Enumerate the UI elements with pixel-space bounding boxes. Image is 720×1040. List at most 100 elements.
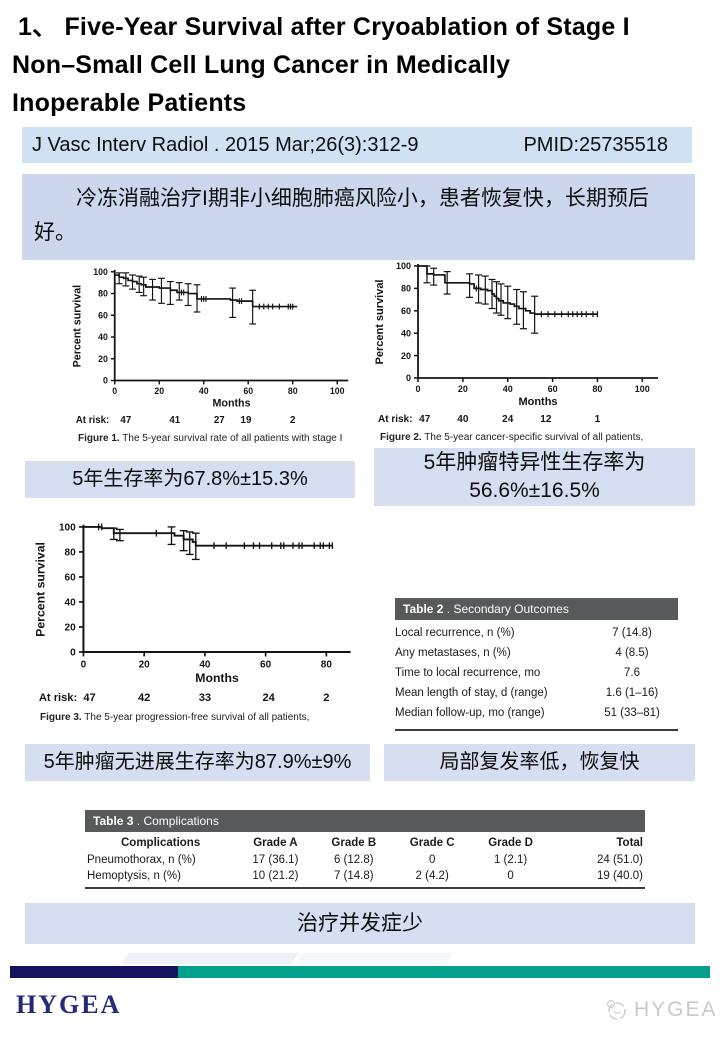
table-3-header-band: Table 3 . Complications bbox=[85, 810, 645, 832]
svg-text:60: 60 bbox=[98, 310, 108, 320]
table-2-row-label: Time to local recurrence, mo bbox=[395, 667, 541, 679]
svg-text:0: 0 bbox=[103, 376, 108, 386]
svg-text:100: 100 bbox=[93, 267, 108, 277]
callout-overall-survival: 5年生存率为67.8%±15.3% bbox=[25, 461, 355, 498]
callout-overall-survival-text: 5年生存率为67.8%±15.3% bbox=[72, 468, 308, 490]
svg-text:100: 100 bbox=[330, 386, 345, 396]
callout-few-complications-text: 治疗并发症少 bbox=[297, 912, 423, 935]
table-2-body: Local recurrence, n (%) 7 (14.8) Any met… bbox=[395, 620, 678, 731]
figure-1-caption-label: Figure 1. bbox=[78, 433, 120, 444]
svg-text:100: 100 bbox=[635, 384, 650, 394]
figure-3-caption-label: Figure 3. bbox=[40, 712, 82, 723]
hygea-brand-text: HYGEA bbox=[16, 990, 122, 1019]
figure-1-km-chart: 0 20 40 60 80 100 0 20 40 60 80 100 Months Percent su… bbox=[72, 267, 349, 426]
svg-text:27: 27 bbox=[214, 415, 225, 426]
figure-3-caption: Figure 3. The 5-year progression-free su… bbox=[30, 712, 364, 723]
svg-text:42: 42 bbox=[138, 692, 150, 704]
table-3-label: Table 3 bbox=[93, 814, 134, 828]
svg-text:80: 80 bbox=[288, 386, 298, 396]
slide-title-line2: Non–Small Cell Lung Cancer in Medically bbox=[12, 51, 511, 79]
svg-text:47: 47 bbox=[83, 692, 95, 704]
table-2-row-label: Median follow-up, mo (range) bbox=[395, 707, 545, 719]
svg-text:40: 40 bbox=[401, 328, 411, 338]
table-3-header-row: Complications Grade A Grade B Grade C Gr… bbox=[85, 834, 645, 852]
summary-text: 冷冻消融治疗I期非小细胞肺癌风险小，患者恢复快，长期预后好。 bbox=[34, 187, 649, 244]
svg-text:12: 12 bbox=[540, 414, 552, 425]
svg-text:80: 80 bbox=[65, 547, 77, 558]
figure-3: 0 20 40 60 80 100 0 20 40 60 80 Months Percent survi… bbox=[30, 518, 364, 723]
svg-text:0: 0 bbox=[112, 386, 117, 396]
svg-text:Months: Months bbox=[212, 398, 250, 410]
svg-text:At risk:: At risk: bbox=[39, 692, 77, 704]
footer-decor-streak bbox=[121, 953, 299, 964]
footer-decor-streak bbox=[296, 953, 454, 964]
callout-cancer-specific-line2: 56.6%±16.5% bbox=[469, 479, 600, 502]
table-complications: Table 3 . Complications Complications Gr… bbox=[85, 810, 645, 889]
svg-text:0: 0 bbox=[406, 373, 411, 383]
table-3-cell: 0 bbox=[428, 854, 436, 866]
svg-text:100: 100 bbox=[59, 522, 76, 533]
callout-low-recurrence: 局部复发率低，恢复快 bbox=[384, 744, 695, 781]
svg-text:Percent survival: Percent survival bbox=[374, 280, 386, 365]
table-2-row-value: 51 (33–81) bbox=[604, 707, 660, 719]
callout-few-complications: 治疗并发症少 bbox=[25, 903, 695, 944]
table-3-col-header: Total bbox=[616, 837, 643, 849]
hygea-logo-icon bbox=[606, 999, 626, 1020]
svg-text:47: 47 bbox=[120, 415, 131, 426]
table-3-title: . Complications bbox=[133, 814, 219, 828]
table-secondary-outcomes: Table 2 . Secondary Outcomes Local recur… bbox=[395, 598, 678, 731]
callout-cancer-specific-line1: 5年肿瘤特异性生存率为 bbox=[423, 451, 646, 474]
figure-3-caption-text: The 5-year progression-free survival of … bbox=[81, 712, 310, 723]
table-3-cell: 1 (2.1) bbox=[493, 854, 528, 866]
svg-text:20: 20 bbox=[98, 354, 108, 364]
table-row: Local recurrence, n (%) 7 (14.8) bbox=[395, 623, 678, 643]
table-row: Median follow-up, mo (range) 51 (33–81) bbox=[395, 703, 678, 723]
svg-text:47: 47 bbox=[419, 414, 431, 425]
svg-text:At risk:: At risk: bbox=[76, 415, 110, 426]
svg-text:19: 19 bbox=[241, 415, 252, 426]
table-row: Hemoptysis, n (%) 10 (21.2) 7 (14.8) 2 (… bbox=[85, 868, 645, 888]
figure-2-caption: Figure 2. The 5-year cancer-specific sur… bbox=[370, 432, 670, 443]
table-2-row-value: 1.6 (1–16) bbox=[605, 687, 659, 699]
svg-text:60: 60 bbox=[243, 386, 253, 396]
hygea-watermark-text: HYGEA bbox=[634, 998, 718, 1021]
svg-text:60: 60 bbox=[260, 660, 272, 671]
svg-text:24: 24 bbox=[262, 692, 275, 704]
svg-text:40: 40 bbox=[98, 332, 108, 342]
figure-1: 0 20 40 60 80 100 0 20 40 60 80 100 Months Percent su… bbox=[68, 264, 360, 444]
table-3-cell: 24 (51.0) bbox=[596, 854, 643, 866]
svg-text:Percent survival: Percent survival bbox=[72, 285, 84, 368]
table-3-col-header: Grade A bbox=[253, 837, 298, 849]
table-3-cell: 10 (21.2) bbox=[252, 870, 299, 882]
table-2-title: . Secondary Outcomes bbox=[443, 602, 569, 616]
table-2-row-value: 7 (14.8) bbox=[612, 627, 652, 639]
svg-text:40: 40 bbox=[457, 414, 469, 425]
slide-title-line3: Inoperable Patients bbox=[12, 89, 247, 117]
svg-text:80: 80 bbox=[98, 289, 108, 299]
table-3-cell: Hemoptysis, n (%) bbox=[87, 870, 181, 882]
footer-bar-teal bbox=[178, 966, 710, 978]
table-row: Pneumothorax, n (%) 17 (36.1) 6 (12.8) 0… bbox=[85, 852, 645, 868]
table-3-cell: Pneumothorax, n (%) bbox=[87, 854, 196, 866]
table-3-cell: 7 (14.8) bbox=[333, 870, 374, 882]
callout-low-recurrence-text: 局部复发率低，恢复快 bbox=[439, 751, 640, 773]
table-row: Mean length of stay, d (range) 1.6 (1–16… bbox=[395, 683, 678, 703]
slide-title-line1: 1、 Five-Year Survival after Cryoablation… bbox=[18, 13, 630, 41]
svg-text:40: 40 bbox=[199, 386, 209, 396]
svg-text:60: 60 bbox=[401, 306, 411, 316]
figure-3-km-chart: 0 20 40 60 80 100 0 20 40 60 80 Months Percent survi… bbox=[33, 522, 351, 704]
table-3-col-header: Complications bbox=[120, 837, 201, 849]
table-3-grid: Complications Grade A Grade B Grade C Gr… bbox=[85, 834, 645, 889]
svg-text:Months: Months bbox=[518, 396, 557, 408]
table-3-col-header: Grade D bbox=[488, 837, 533, 849]
svg-text:80: 80 bbox=[321, 660, 333, 671]
svg-text:80: 80 bbox=[401, 284, 411, 294]
table-3-cell: 17 (36.1) bbox=[252, 854, 299, 866]
svg-text:Percent survival: Percent survival bbox=[33, 542, 47, 637]
svg-text:2: 2 bbox=[290, 415, 296, 426]
svg-text:40: 40 bbox=[199, 660, 211, 671]
table-2-row-label: Local recurrence, n (%) bbox=[395, 627, 515, 639]
figure-1-caption-text: The 5-year survival rate of all patients… bbox=[119, 433, 343, 444]
journal-reference: J Vasc Interv Radiol . 2015 Mar;26(3):31… bbox=[32, 133, 419, 156]
table-2-row-label: Any metastases, n (%) bbox=[395, 647, 511, 659]
